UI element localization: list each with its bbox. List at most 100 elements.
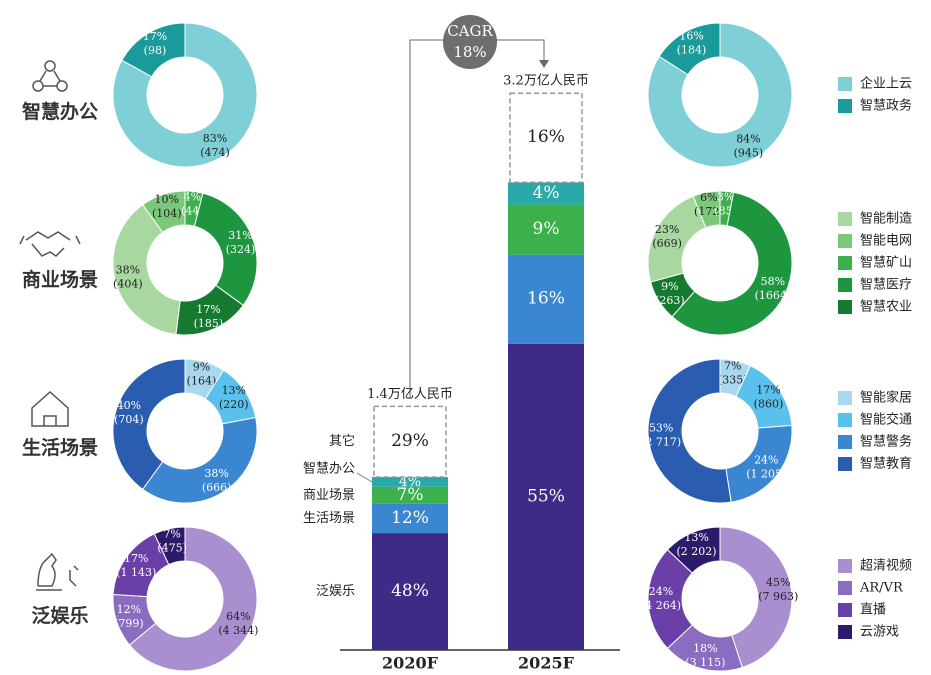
amount-label: (475): [157, 541, 187, 554]
value-label: 58%: [761, 275, 785, 288]
legend-label: 直播: [860, 603, 886, 618]
legend-swatch: [838, 625, 852, 639]
value-label: 7%: [724, 359, 741, 372]
amount-label: (1 205): [746, 468, 786, 481]
value-label: 40%: [117, 399, 141, 412]
amount-label: (2 717): [641, 436, 681, 449]
cagr-value: 18%: [453, 43, 486, 61]
amount-label: (98): [144, 44, 167, 57]
value-label: 31%: [228, 229, 252, 242]
value-label: 4%: [184, 190, 201, 203]
value-label: 17%: [196, 303, 220, 316]
bar-segment: [508, 204, 584, 255]
bar-segment: [508, 254, 584, 344]
legend-label: 智能家居: [860, 390, 912, 406]
legend-label: 智慧农业: [860, 299, 912, 315]
legend-label: AR/VR: [859, 581, 904, 596]
value-label: 83%: [203, 132, 227, 145]
bar-segment: [372, 503, 448, 534]
donut-segment: [175, 284, 244, 336]
bar-segment: [372, 477, 448, 487]
amount-label: (799): [114, 617, 144, 630]
amount-label: (164): [187, 374, 217, 387]
value-label: 23%: [655, 223, 679, 236]
row-title: 生活场景: [22, 436, 98, 459]
value-label: 6%: [700, 191, 717, 204]
cagr-arrow: [539, 60, 549, 68]
legend-label: 云游戏: [860, 625, 899, 640]
legend-label: 智能交通: [860, 412, 912, 428]
donut-segment: [141, 416, 258, 504]
bar-value-label: 4%: [533, 183, 560, 203]
bar-value-label: 29%: [391, 431, 429, 451]
donut-segment: [647, 358, 732, 504]
value-label: 24%: [649, 585, 673, 598]
amount-label: (184): [677, 43, 707, 56]
amount-label: (474): [200, 146, 230, 159]
amount-label: (172): [694, 205, 724, 218]
donut-segment: [647, 22, 793, 168]
series-label: 智慧办公: [303, 461, 355, 477]
value-label: 10%: [155, 193, 179, 206]
amount-label: (335): [718, 373, 748, 386]
value-label: 16%: [679, 29, 703, 42]
value-label: 84%: [736, 133, 760, 146]
amount-label: (669): [652, 237, 682, 250]
amount-label: (704): [114, 413, 144, 426]
legend-swatch: [838, 256, 852, 270]
donut-segment: [719, 526, 793, 669]
value-label: 24%: [754, 454, 778, 467]
icons: [19, 60, 81, 591]
series-label: 其它: [329, 433, 355, 449]
value-label: 13%: [222, 384, 246, 397]
bar-value-label: 55%: [527, 486, 565, 506]
bar-segment: [372, 533, 448, 650]
legend-swatch: [838, 234, 852, 248]
cagr-connector: [409, 39, 444, 398]
row-title: 商业场景: [22, 268, 98, 291]
value-label: 45%: [766, 576, 790, 589]
legend-label: 智能制造: [860, 212, 912, 227]
row-title: 泛娱乐: [31, 604, 88, 627]
legend-swatch: [838, 212, 852, 226]
donut-segment: [193, 192, 258, 307]
legend-swatch: [838, 457, 852, 471]
legend-swatch: [838, 581, 852, 595]
total-label: 1.4万亿人民币: [367, 387, 453, 402]
horse-icon: [36, 552, 79, 591]
donut-segment: [112, 358, 186, 490]
bar-segment: [373, 405, 447, 478]
amount-label: (666): [202, 481, 232, 494]
legend-label: 超清视频: [860, 559, 912, 574]
legend-swatch: [838, 77, 852, 91]
series-label: 商业场景: [303, 488, 355, 503]
value-label: 3%: [717, 190, 734, 203]
legend-swatch: [838, 391, 852, 405]
amount-label: (185): [194, 317, 224, 330]
office-icon: [32, 60, 68, 92]
value-label: 53%: [649, 422, 673, 435]
amount-label: (104): [152, 207, 182, 220]
bar-segment: [508, 343, 584, 650]
cagr-connector: [496, 39, 545, 62]
legend-label: 智慧医疗: [860, 277, 912, 293]
legend-label: 智慧政务: [860, 98, 912, 114]
series-label: 泛娱乐: [316, 584, 355, 599]
donut-segment: [666, 526, 721, 574]
donut-segment: [658, 22, 721, 76]
bar-value-label: 16%: [527, 289, 565, 309]
amount-label: (7 963): [758, 590, 798, 603]
legend-swatch: [838, 559, 852, 573]
bar-segment: [509, 92, 583, 184]
legend-swatch: [838, 278, 852, 292]
amount-label: (4 344): [218, 624, 258, 637]
legend-swatch: [838, 435, 852, 449]
legend-label: 智慧矿山: [860, 255, 912, 271]
bar-value-label: 16%: [527, 127, 565, 147]
donut-segment: [128, 526, 258, 672]
bar-value-label: 9%: [533, 219, 560, 239]
bar-value-label: 12%: [391, 508, 429, 528]
value-label: 17%: [756, 383, 780, 396]
value-label: 12%: [117, 603, 141, 616]
